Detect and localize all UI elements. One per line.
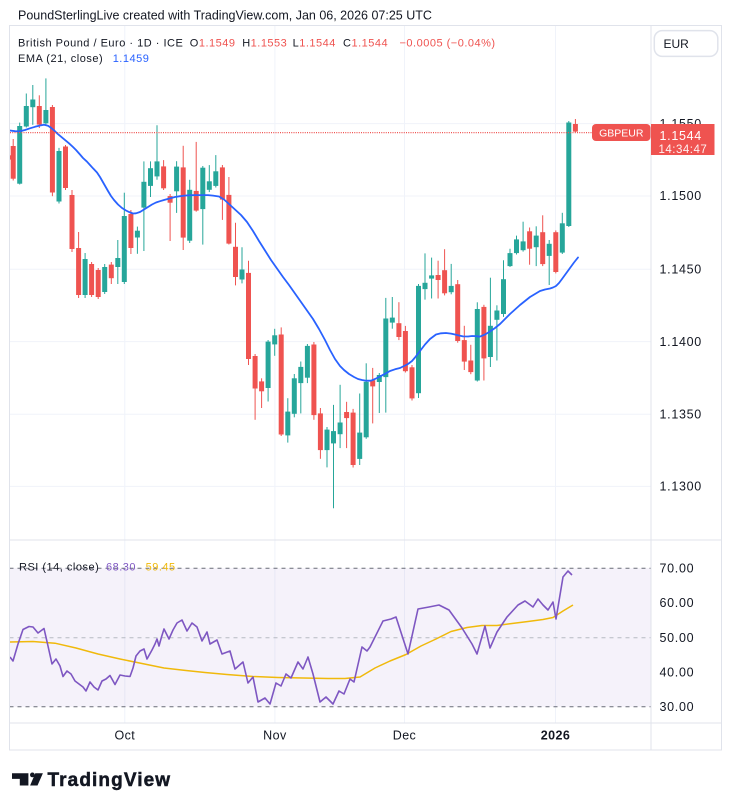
svg-text:RSI (14, close): RSI (14, close) — [19, 562, 99, 574]
svg-text:30.00: 30.00 — [660, 700, 695, 714]
svg-text:70.00: 70.00 — [660, 561, 695, 575]
svg-text:EMA (21, close): EMA (21, close) — [18, 53, 103, 65]
svg-text:1.1300: 1.1300 — [660, 480, 702, 494]
svg-text:Dec: Dec — [393, 729, 416, 743]
svg-text:2026: 2026 — [541, 729, 570, 743]
svg-text:40.00: 40.00 — [660, 666, 695, 680]
svg-text:1.1350: 1.1350 — [660, 407, 702, 421]
svg-text:1.1500: 1.1500 — [660, 189, 702, 203]
svg-text:GBPEUR: GBPEUR — [599, 127, 644, 139]
svg-text:Nov: Nov — [263, 729, 287, 743]
svg-text:1.1450: 1.1450 — [660, 262, 702, 276]
svg-text:1.1459: 1.1459 — [113, 53, 150, 65]
svg-text:British Pound / Euro · 1D · IC: British Pound / Euro · 1D · ICE — [18, 38, 183, 50]
svg-text:EUR: EUR — [664, 37, 690, 51]
svg-text:1.1400: 1.1400 — [660, 335, 702, 349]
svg-text:68.30: 68.30 — [106, 562, 136, 574]
svg-text:1.1544: 1.1544 — [660, 129, 702, 143]
svg-text:L1.1544: L1.1544 — [293, 38, 336, 50]
svg-text:H1.1553: H1.1553 — [242, 38, 287, 50]
svg-text:50.00: 50.00 — [660, 631, 695, 645]
svg-text:O1.1549: O1.1549 — [190, 38, 236, 50]
svg-text:PoundSterlingLive created with: PoundSterlingLive created with TradingVi… — [18, 9, 432, 23]
svg-text:59.45: 59.45 — [146, 562, 176, 574]
svg-text:Oct: Oct — [114, 729, 135, 743]
svg-text:−0.0005 (−0.04%): −0.0005 (−0.04%) — [400, 38, 496, 50]
svg-text:60.00: 60.00 — [660, 596, 695, 610]
svg-text:C1.1544: C1.1544 — [343, 38, 388, 50]
svg-text:14:34:47: 14:34:47 — [659, 144, 708, 156]
svg-text:TradingView: TradingView — [48, 770, 172, 791]
